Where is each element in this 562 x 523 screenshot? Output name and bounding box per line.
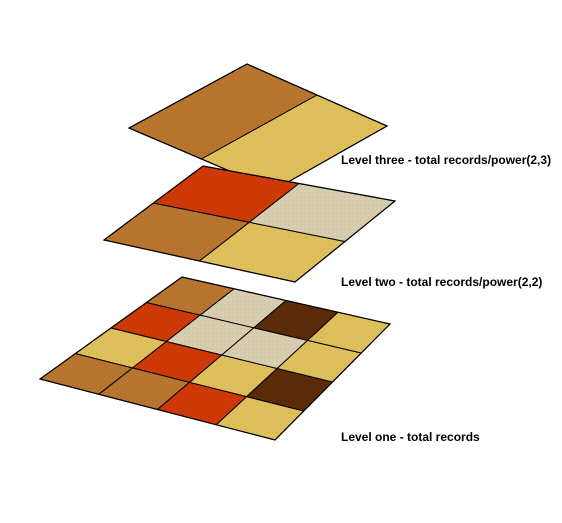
level-three-label: Level three - total records/power(2,3) (341, 153, 551, 167)
level-one-label: Level one - total records (341, 430, 480, 444)
level-two-label: Level two - total records/power(2,2) (341, 275, 542, 289)
level-two-outline (102, 165, 397, 283)
level-two-plane (102, 165, 397, 283)
level-one-plane (38, 276, 392, 441)
level-one-outline (38, 276, 392, 441)
level-three-plane (127, 63, 389, 191)
